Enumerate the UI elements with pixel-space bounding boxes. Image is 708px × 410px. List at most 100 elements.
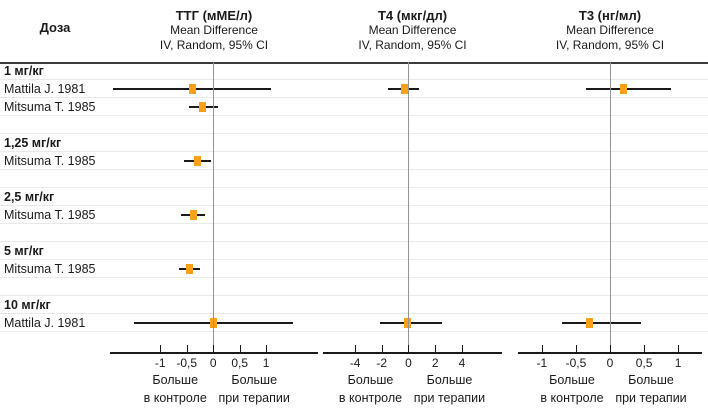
study-label: Mitsuma T. 1985 (4, 154, 96, 168)
axis-tick (160, 345, 162, 352)
dose-group-label: 5 мг/кг (4, 244, 44, 258)
direction-label-left-line1: Больше (152, 373, 199, 387)
dose-column-header: Доза (39, 20, 71, 35)
row-separator (0, 241, 708, 242)
row-separator (0, 259, 708, 260)
panel-subtitle2-t4: IV, Random, 95% CI (358, 38, 467, 52)
panel-header-ttg: ТТГ (мМЕ/л) Mean Difference IV, Random, … (110, 8, 318, 53)
panel-subtitle2-ttg: IV, Random, 95% CI (159, 38, 269, 52)
effect-marker (199, 102, 207, 112)
effect-marker (185, 264, 193, 274)
panel-title-ttg: ТТГ (мМЕ/л) (175, 8, 253, 23)
x-axis (518, 352, 702, 354)
study-label: Mitsuma T. 1985 (4, 262, 96, 276)
effect-marker (586, 318, 594, 328)
axis-tick-label: -0,5 (176, 356, 198, 370)
axis-tick (575, 345, 577, 352)
direction-label-right-line2: при терапии (218, 391, 290, 405)
direction-label-left-line2: в контроле (338, 391, 403, 405)
direction-label-left: Больше в контроле (524, 371, 620, 407)
axis-tick-label: 0 (209, 356, 217, 370)
axis-tick-label: 0 (606, 356, 614, 370)
row-separator (0, 97, 708, 98)
direction-label-right-line2: при терапии (615, 391, 687, 405)
row-separator (0, 277, 708, 278)
header-rule (0, 62, 708, 64)
direction-label-right-line1: Больше (426, 373, 473, 387)
axis-tick (266, 345, 268, 352)
dose-group-label: 10 мг/кг (4, 298, 51, 312)
effect-marker (620, 84, 628, 94)
zero-line (213, 62, 215, 352)
axis-tick-label: 2 (431, 356, 439, 370)
row-separator (0, 295, 708, 296)
row-separator (0, 313, 708, 314)
direction-label-left-line2: в контроле (143, 391, 207, 405)
axis-tick (239, 345, 241, 352)
panel-subtitle1-t4: Mean Difference (368, 23, 457, 37)
row-separator (0, 187, 708, 188)
direction-label-right-line2: при терапии (413, 391, 486, 405)
dose-group-label: 1,25 мг/кг (4, 136, 62, 150)
ci-line (586, 88, 672, 90)
dose-group-label: 1 мг/кг (4, 64, 44, 78)
axis-tick-label: -1 (536, 356, 548, 370)
panel-header-t4: Т4 (мкг/дл) Mean Difference IV, Random, … (323, 8, 502, 53)
zero-line (610, 62, 611, 352)
study-label: Mattila J. 1981 (4, 316, 86, 330)
axis-tick-label: -1 (154, 356, 166, 370)
panel-subtitle1-t3: Mean Difference (566, 23, 654, 37)
axis-tick-label: -2 (376, 356, 388, 370)
row-separator (0, 205, 708, 206)
ci-line (380, 322, 442, 324)
row-separator (0, 133, 708, 134)
axis-tick-label: 0,5 (635, 356, 653, 370)
row-separator (0, 115, 708, 116)
direction-label-right: Больше при терапии (399, 371, 499, 407)
axis-tick-label: -0,5 (565, 356, 587, 370)
axis-tick-label: 1 (674, 356, 682, 370)
zero-line (408, 62, 410, 352)
direction-label-left-line2: в контроле (540, 391, 604, 405)
direction-label-right-line1: Больше (231, 373, 278, 387)
panel-subtitle2-t3: IV, Random, 95% CI (555, 38, 665, 52)
effect-marker (193, 156, 201, 166)
row-separator (0, 169, 708, 170)
direction-label-left: Больше в контроле (322, 371, 418, 407)
axis-tick-label: 0 (405, 356, 412, 370)
panel-title-t3: Т3 (нг/мл) (578, 8, 642, 23)
axis-tick (213, 345, 215, 352)
direction-label-right: Больше при терапии (601, 371, 701, 407)
row-separator (0, 79, 708, 80)
axis-tick-label: 0,5 (231, 356, 248, 370)
study-label: Mitsuma T. 1985 (4, 208, 96, 222)
direction-label-right-line1: Больше (628, 373, 674, 387)
axis-tick (381, 345, 383, 352)
row-separator (0, 223, 708, 224)
row-separator (0, 331, 708, 332)
axis-tick (644, 345, 646, 352)
axis-tick (541, 345, 543, 352)
study-label: Mitsuma T. 1985 (4, 100, 96, 114)
axis-tick-label: 1 (262, 356, 270, 370)
panel-header-t3: Т3 (нг/мл) Mean Difference IV, Random, 9… (518, 8, 702, 53)
direction-label-right: Больше при терапии (204, 371, 304, 407)
axis-tick (186, 345, 188, 352)
x-axis (110, 352, 318, 354)
effect-marker (189, 210, 197, 220)
axis-tick (435, 345, 437, 352)
axis-tick-label: 4 (458, 356, 466, 370)
axis-tick-label: -4 (349, 356, 361, 370)
row-separator (0, 151, 708, 152)
x-axis (323, 352, 502, 354)
effect-marker (188, 84, 196, 94)
direction-label-left: Больше в контроле (127, 371, 223, 407)
ci-line (562, 322, 641, 324)
direction-label-left-line1: Больше (549, 373, 595, 387)
axis-tick (610, 345, 611, 352)
panel-subtitle1-ttg: Mean Difference (170, 23, 258, 37)
axis-tick (678, 345, 680, 352)
study-label: Mattila J. 1981 (4, 82, 86, 96)
